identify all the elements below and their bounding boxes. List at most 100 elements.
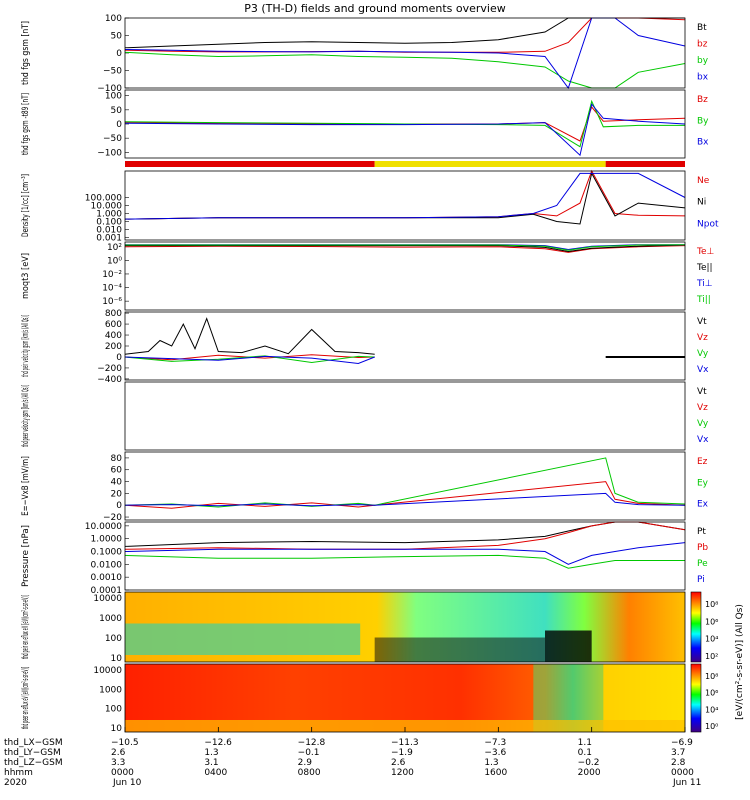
ytick-label-4-6: −400 <box>97 375 122 385</box>
ytick-label-0-0: 100 <box>105 14 122 24</box>
ytick-label-2-3: 0.100 <box>96 218 122 228</box>
panel-9-ylabel: thd peer en eflux eV [eV/(cm²-s-sr-eV)] <box>21 667 31 729</box>
xaxis-value-0-0: −10.5 <box>111 738 139 748</box>
xaxis-value-1-2: 3.1 <box>204 758 218 768</box>
panel-frame-6 <box>124 451 686 521</box>
mode-bar-segment-2 <box>605 161 685 167</box>
series-line-2-0 <box>124 169 686 220</box>
ytick-label-9-1: 1000 <box>99 685 122 695</box>
legend-3-0: Te⊥ <box>696 247 715 257</box>
ytick-label-7-5: 0.0001 <box>91 586 123 596</box>
series-line-7-1 <box>124 521 686 550</box>
colorbar-tick-8-3: 10² <box>705 652 718 661</box>
panel-0-ylabel: thd fgs gsm [nT] <box>21 21 31 85</box>
xaxis-value-6-2: 2.8 <box>671 758 686 768</box>
legend-5-1: Vz <box>697 403 708 413</box>
spectrogram-low-9 <box>125 720 685 732</box>
legend-7-2: Pe <box>697 559 708 569</box>
series-line-6-2 <box>124 492 686 507</box>
series-line-4-0 <box>124 317 375 355</box>
ytick-label-4-0: 800 <box>105 309 122 319</box>
xaxis-value-2-2: 2.9 <box>298 758 313 768</box>
panel-frame-7 <box>124 521 686 591</box>
colorbar-tick-8-2: 10⁴ <box>705 635 718 644</box>
legend-7-3: Pi <box>697 575 705 585</box>
xaxis-value-3-3: 1200 <box>391 768 414 778</box>
colorbar-tick-8-0: 10⁸ <box>705 600 718 609</box>
spectrogram-void-8 <box>545 630 592 662</box>
panel-4-ylabel: thd peir velocity gsm [km/s (All Qs)] <box>21 315 31 377</box>
ytick-label-1-3: −50 <box>103 134 122 144</box>
ytick-label-1-0: 100 <box>105 92 122 102</box>
series-line-4-1 <box>124 354 375 361</box>
xaxis-value-4-2: 1.3 <box>484 758 498 768</box>
legend-4-2: Vy <box>697 349 709 359</box>
xaxis-row-label-4: 2020 <box>4 778 27 788</box>
ytick-label-8-3: 10 <box>111 654 123 664</box>
xaxis-value-0-3: 0000 <box>111 768 134 778</box>
series-line-0-3 <box>124 17 686 90</box>
legend-7-0: Pt <box>697 527 706 537</box>
ytick-label-4-3: 200 <box>105 342 122 352</box>
mode-bar-segment-0 <box>125 161 375 167</box>
ytick-label-2-0: 100.000 <box>85 193 122 203</box>
xaxis-value-0-2: 3.3 <box>111 758 125 768</box>
xaxis-row-label-0: thd_LX−GSM <box>4 738 63 748</box>
mode-bar-segment-1 <box>374 161 606 167</box>
legend-5-3: Vx <box>697 435 709 445</box>
panel-2-ylabel: Density [1/cc] [cm⁻³] <box>21 174 31 237</box>
ytick-label-6-0: 80 <box>111 454 123 464</box>
chart-title: P3 (TH-D) fields and ground moments over… <box>244 2 506 15</box>
ytick-label-9-3: 10 <box>111 724 123 734</box>
xaxis-row-label-1: thd_LY−GSM <box>4 748 61 758</box>
ytick-label-6-3: 20 <box>111 489 123 499</box>
colorbar-8 <box>690 591 702 663</box>
legend-7-1: Pb <box>697 543 708 553</box>
ytick-label-2-1: 10.000 <box>91 202 123 212</box>
xaxis-value-0-4: Jun 10 <box>112 778 142 788</box>
series-line-3-1 <box>125 244 686 253</box>
series-line-0-1 <box>124 17 686 53</box>
panel-frame-1 <box>124 89 686 159</box>
panel-frame-3 <box>124 241 686 311</box>
ytick-label-2-2: 1.000 <box>96 210 122 220</box>
legend-3-2: Ti⊥ <box>696 279 713 289</box>
ytick-label-7-4: 0.0010 <box>91 573 123 583</box>
colorbar-9 <box>690 663 702 733</box>
ytick-label-1-2: 0 <box>116 120 122 130</box>
xaxis-row-label-3: hhmm <box>4 768 33 778</box>
ytick-label-3-1: 10⁰ <box>107 256 122 266</box>
xaxis-value-5-0: 1.1 <box>578 738 592 748</box>
panel-1-ylabel: thd fgs gsm -t89 [nT] <box>21 93 31 155</box>
series-line-0-0 <box>124 17 685 49</box>
series-line-7-2 <box>124 554 685 569</box>
xaxis-value-2-3: 0800 <box>298 768 321 778</box>
ytick-label-2-5: 0.001 <box>96 234 122 244</box>
panel-3-ylabel: moqt3 [eV] <box>21 253 31 299</box>
legend-2-2: Npot <box>697 219 719 229</box>
xaxis-value-5-2: −0.2 <box>578 758 600 768</box>
xaxis-row-label-2: thd_LZ−GSM <box>4 758 63 768</box>
legend-0-1: bz <box>697 40 708 50</box>
xaxis-value-6-3: 0000 <box>671 768 694 778</box>
panel-frame-0 <box>124 17 686 89</box>
legend-5-2: Vy <box>697 419 709 429</box>
spectrogram-band-8 <box>125 623 361 655</box>
ytick-label-9-2: 100 <box>105 705 122 715</box>
panel-frame-8 <box>124 591 686 663</box>
colorbar-tick-9-2: 10⁴ <box>705 705 718 714</box>
colorbar-tick-8-1: 10⁶ <box>705 617 718 626</box>
ytick-label-3-4: 10⁻⁶ <box>102 297 122 307</box>
series-line-0-2 <box>124 51 686 89</box>
xaxis-value-1-0: −12.6 <box>204 738 232 748</box>
legend-0-2: by <box>697 56 709 66</box>
xaxis-value-3-1: −1.9 <box>391 748 413 758</box>
legend-4-1: Vz <box>697 333 708 343</box>
ytick-label-8-0: 10000 <box>93 594 122 604</box>
xaxis-value-2-0: −12.8 <box>298 738 326 748</box>
ytick-label-1-1: 50 <box>111 106 123 116</box>
xaxis-value-1-3: 0400 <box>204 768 227 778</box>
series-line-2-1 <box>124 172 686 225</box>
legend-5-0: Vt <box>697 387 707 397</box>
